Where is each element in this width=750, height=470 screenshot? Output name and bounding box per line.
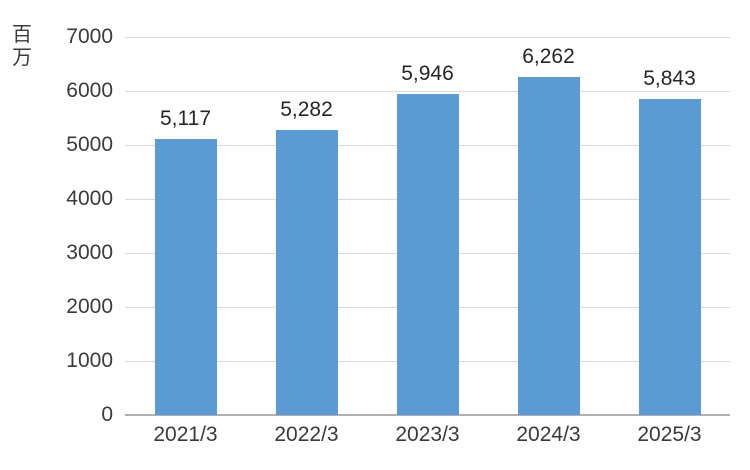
bar [154,138,217,415]
bar [396,93,459,415]
y-tick-label: 2000 [66,295,113,318]
bar-value-label: 5,117 [160,106,211,130]
x-tick-label: 2022/3 [274,423,339,446]
bar-value-label: 6,262 [522,44,575,68]
bar [517,76,580,415]
y-tick-label: 1000 [66,349,113,372]
x-tick-label: 2021/3 [153,423,218,446]
y-tick-label: 4000 [66,187,113,210]
bar [275,129,338,415]
gridline [125,91,730,92]
y-tick-label: 5000 [66,133,113,156]
gridline [125,37,730,38]
x-tick-label: 2023/3 [395,423,460,446]
x-axis-line [125,414,730,416]
x-tick-label: 2024/3 [516,423,581,446]
y-tick-label: 7000 [66,25,113,48]
x-tick-label: 2025/3 [637,423,702,446]
y-tick-label: 6000 [66,79,113,102]
bar-value-label: 5,843 [643,67,696,91]
bar [638,99,701,415]
y-tick-label: 3000 [66,241,113,264]
y-tick-label: 0 [101,403,113,426]
bar-value-label: 5,282 [280,97,333,121]
y-axis-unit-label: 百万 [12,24,32,69]
bar-value-label: 5,946 [401,61,454,85]
